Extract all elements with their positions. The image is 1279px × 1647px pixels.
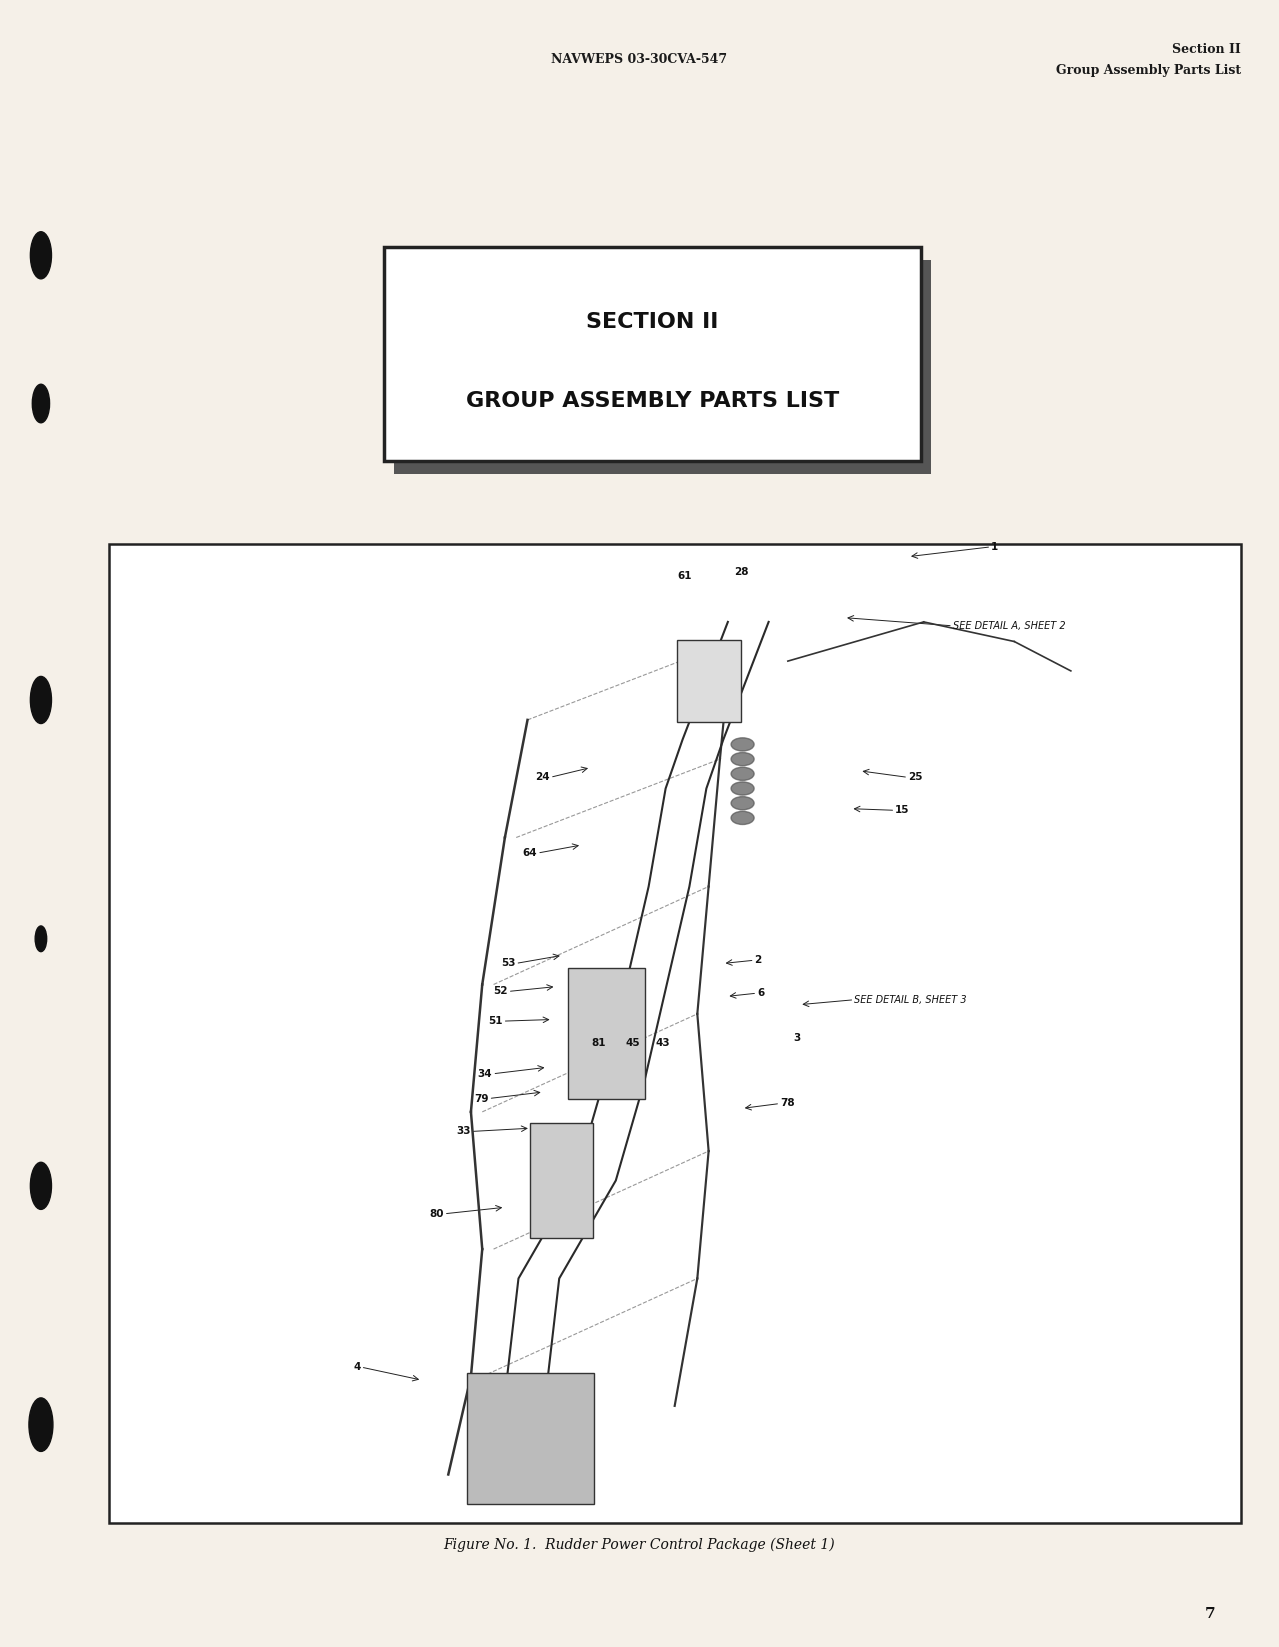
Ellipse shape xyxy=(32,384,50,423)
Ellipse shape xyxy=(29,1398,52,1451)
Bar xyxy=(109,544,1241,1523)
Text: Group Assembly Parts List: Group Assembly Parts List xyxy=(1055,64,1241,77)
Ellipse shape xyxy=(732,797,755,810)
Text: 33: 33 xyxy=(457,1127,471,1136)
Text: 2: 2 xyxy=(755,955,762,965)
Bar xyxy=(467,1372,595,1504)
Text: SEE DETAIL A, SHEET 2: SEE DETAIL A, SHEET 2 xyxy=(953,621,1065,631)
Text: 7: 7 xyxy=(1205,1607,1215,1621)
Text: 52: 52 xyxy=(494,987,508,996)
Text: 45: 45 xyxy=(625,1038,641,1047)
Text: 28: 28 xyxy=(734,567,749,576)
Text: SEE DETAIL B, SHEET 3: SEE DETAIL B, SHEET 3 xyxy=(854,995,967,1005)
Ellipse shape xyxy=(31,232,51,278)
Text: 25: 25 xyxy=(908,772,922,782)
FancyBboxPatch shape xyxy=(394,260,931,474)
Text: 81: 81 xyxy=(591,1038,606,1047)
Ellipse shape xyxy=(35,926,46,952)
Text: 61: 61 xyxy=(677,572,692,581)
Text: 53: 53 xyxy=(501,959,515,968)
Text: 4: 4 xyxy=(353,1362,361,1372)
Text: 34: 34 xyxy=(478,1069,492,1079)
Text: 79: 79 xyxy=(475,1094,489,1103)
Text: 6: 6 xyxy=(757,988,765,998)
Ellipse shape xyxy=(732,768,755,781)
Text: 51: 51 xyxy=(489,1016,503,1026)
Bar xyxy=(530,1123,593,1239)
Text: 43: 43 xyxy=(655,1038,670,1047)
Text: 3: 3 xyxy=(793,1033,801,1043)
Text: Figure No. 1.  Rudder Power Control Package (Sheet 1): Figure No. 1. Rudder Power Control Packa… xyxy=(444,1538,835,1551)
Ellipse shape xyxy=(732,753,755,766)
Text: 15: 15 xyxy=(895,805,909,815)
Text: 78: 78 xyxy=(780,1099,794,1108)
Text: 80: 80 xyxy=(430,1209,444,1219)
Text: 24: 24 xyxy=(536,772,550,782)
Bar xyxy=(677,639,741,721)
Text: Section II: Section II xyxy=(1172,43,1241,56)
Ellipse shape xyxy=(31,1163,51,1209)
Text: SECTION II: SECTION II xyxy=(586,311,719,333)
FancyBboxPatch shape xyxy=(384,247,921,461)
Ellipse shape xyxy=(732,738,755,751)
Text: NAVWEPS 03-30CVA-547: NAVWEPS 03-30CVA-547 xyxy=(551,53,728,66)
Text: 1: 1 xyxy=(991,542,999,552)
Ellipse shape xyxy=(31,677,51,723)
Ellipse shape xyxy=(732,812,755,825)
Ellipse shape xyxy=(732,782,755,796)
Text: GROUP ASSEMBLY PARTS LIST: GROUP ASSEMBLY PARTS LIST xyxy=(466,392,839,412)
Text: 64: 64 xyxy=(523,848,537,858)
Bar xyxy=(568,967,645,1100)
